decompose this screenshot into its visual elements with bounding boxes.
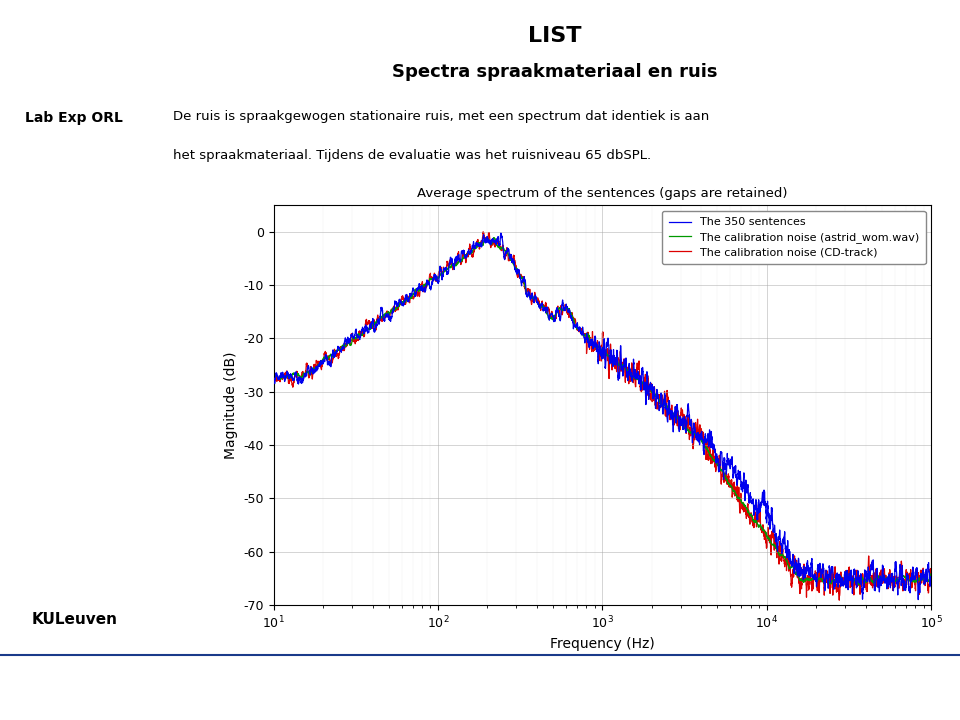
Text: LIST: LIST bbox=[528, 26, 581, 46]
The calibration noise (astrid_wom.wav) bbox=[387, 305, 398, 314]
Text: 27 januari 2006: 27 januari 2006 bbox=[38, 680, 148, 695]
The calibration noise (astrid_wom.wav) bbox=[853, 580, 865, 589]
The calibration noise (astrid_wom.wav) bbox=[662, 404, 674, 413]
Line: The calibration noise (astrid_wom.wav): The calibration noise (astrid_wom.wav) bbox=[274, 238, 931, 585]
The 350 sentences bbox=[808, 572, 820, 581]
The calibration noise (CD-track) bbox=[662, 394, 674, 402]
The 350 sentences bbox=[758, 492, 770, 500]
The 350 sentences bbox=[387, 307, 398, 315]
The calibration noise (CD-track) bbox=[808, 572, 820, 580]
The 350 sentences bbox=[925, 582, 937, 591]
The calibration noise (CD-track) bbox=[833, 596, 845, 605]
Text: Spectra spraakmateriaal en ruis: Spectra spraakmateriaal en ruis bbox=[392, 63, 717, 81]
The calibration noise (CD-track) bbox=[268, 380, 279, 389]
X-axis label: Frequency (Hz): Frequency (Hz) bbox=[550, 636, 655, 651]
The calibration noise (CD-track) bbox=[519, 283, 531, 292]
The calibration noise (astrid_wom.wav) bbox=[758, 527, 770, 536]
The calibration noise (CD-track) bbox=[696, 425, 708, 433]
The 350 sentences bbox=[268, 377, 279, 386]
The calibration noise (CD-track) bbox=[387, 307, 398, 315]
Text: LIST en LINT    Astrid van Wieringen: LIST en LINT Astrid van Wieringen bbox=[356, 680, 604, 695]
Text: De ruis is spraakgewogen stationaire ruis, met een spectrum dat identiek is aan: De ruis is spraakgewogen stationaire rui… bbox=[173, 109, 709, 123]
The 350 sentences bbox=[696, 429, 708, 438]
The calibration noise (astrid_wom.wav) bbox=[808, 575, 820, 584]
Y-axis label: Magnitude (dB): Magnitude (dB) bbox=[224, 351, 238, 459]
Legend: The 350 sentences, The calibration noise (astrid_wom.wav), The calibration noise: The 350 sentences, The calibration noise… bbox=[662, 211, 925, 264]
Title: Average spectrum of the sentences (gaps are retained): Average spectrum of the sentences (gaps … bbox=[418, 187, 787, 200]
Text: 7: 7 bbox=[921, 680, 931, 695]
The 350 sentences bbox=[912, 595, 924, 604]
The calibration noise (CD-track) bbox=[477, 228, 489, 236]
The calibration noise (astrid_wom.wav) bbox=[489, 233, 500, 242]
The calibration noise (astrid_wom.wav) bbox=[696, 436, 708, 444]
The calibration noise (astrid_wom.wav) bbox=[519, 282, 531, 291]
The 350 sentences bbox=[662, 405, 674, 413]
The calibration noise (astrid_wom.wav) bbox=[925, 570, 937, 578]
The calibration noise (astrid_wom.wav) bbox=[268, 374, 279, 383]
Text: het spraakmateriaal. Tijdens de evaluatie was het ruisniveau 65 dbSPL.: het spraakmateriaal. Tijdens de evaluati… bbox=[173, 149, 651, 162]
Line: The 350 sentences: The 350 sentences bbox=[274, 233, 931, 600]
The 350 sentences bbox=[519, 278, 531, 287]
Text: Lab Exp ORL: Lab Exp ORL bbox=[26, 111, 123, 125]
The calibration noise (CD-track) bbox=[925, 569, 937, 577]
Text: KULeuven: KULeuven bbox=[32, 612, 117, 627]
The calibration noise (CD-track) bbox=[758, 535, 770, 544]
Line: The calibration noise (CD-track): The calibration noise (CD-track) bbox=[274, 232, 931, 600]
The 350 sentences bbox=[495, 229, 507, 238]
